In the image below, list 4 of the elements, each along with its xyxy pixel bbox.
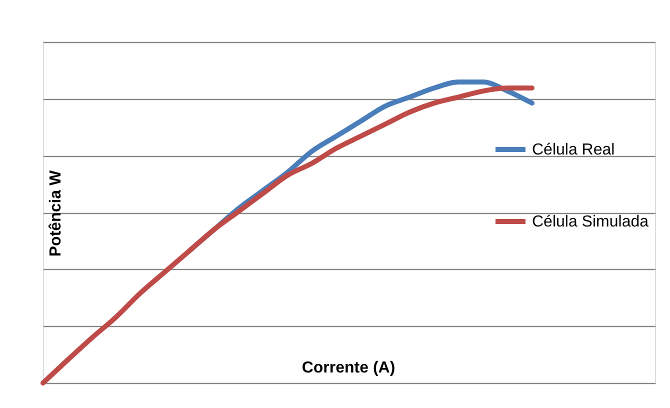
legend-label: Célula Simulada — [532, 214, 649, 230]
x-axis-title: Corrente (A) — [302, 360, 396, 376]
y-axis-title: Potência W — [48, 169, 64, 257]
legend-label: Célula Real — [532, 142, 615, 158]
